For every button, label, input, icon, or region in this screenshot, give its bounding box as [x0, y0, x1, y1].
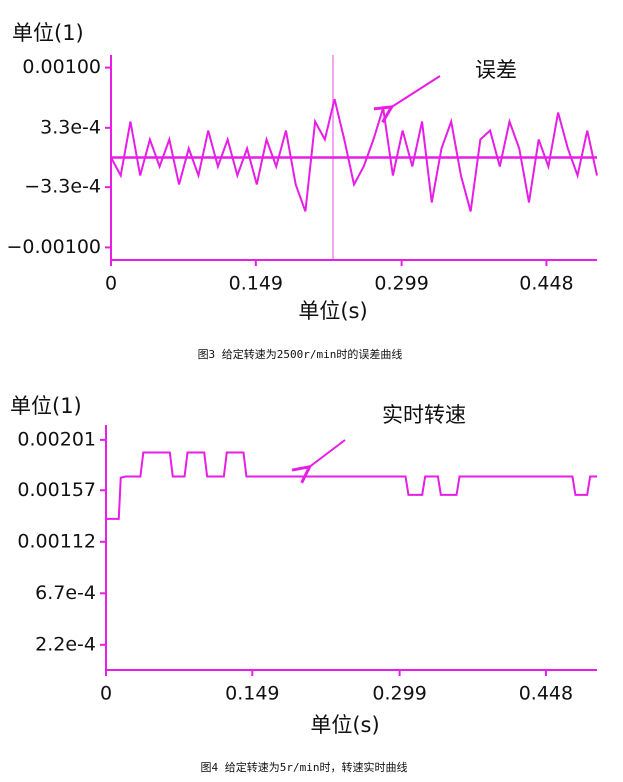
annotation-arrow [390, 75, 441, 108]
caption: 图3 给定转速为2500r/min时的误差曲线 [198, 347, 403, 361]
x-tick-label: 0.149 [225, 683, 279, 705]
y-tick-label: 2.2e-4 [35, 633, 96, 655]
x-tick-label: 0 [100, 683, 112, 705]
data-line [110, 98, 598, 212]
y-tick-label: 0.00100 [22, 56, 101, 78]
y-tick-label: −0.00100 [7, 236, 102, 258]
y-tick-label: 0.00157 [17, 479, 96, 501]
x-axis-label: 单位(s) [298, 299, 367, 323]
annotation: 实时转速 [382, 403, 466, 427]
annotation: 误差 [475, 58, 517, 82]
y-tick-label: 3.3e-4 [40, 116, 101, 138]
y-axis-label: 单位(1) [12, 21, 84, 45]
x-tick-label: 0.448 [519, 273, 573, 295]
x-tick-label: 0.299 [374, 273, 428, 295]
y-tick-label: 6.7e-4 [35, 582, 96, 604]
data-line [106, 451, 597, 520]
x-tick-label: 0.149 [229, 273, 283, 295]
x-tick-label: 0.448 [519, 683, 573, 705]
x-tick-label: 0 [105, 273, 117, 295]
x-tick-label: 0.299 [372, 683, 426, 705]
caption: 图4 给定转速为5r/min时，转速实时曲线 [201, 760, 408, 774]
y-tick-label: 0.00112 [17, 530, 96, 552]
x-axis-label: 单位(s) [310, 713, 379, 737]
y-tick-label: 0.00201 [17, 428, 96, 450]
y-axis-label: 单位(1) [10, 394, 82, 418]
y-tick-label: −3.3e-4 [24, 176, 101, 198]
annotation-arrow [308, 439, 346, 468]
